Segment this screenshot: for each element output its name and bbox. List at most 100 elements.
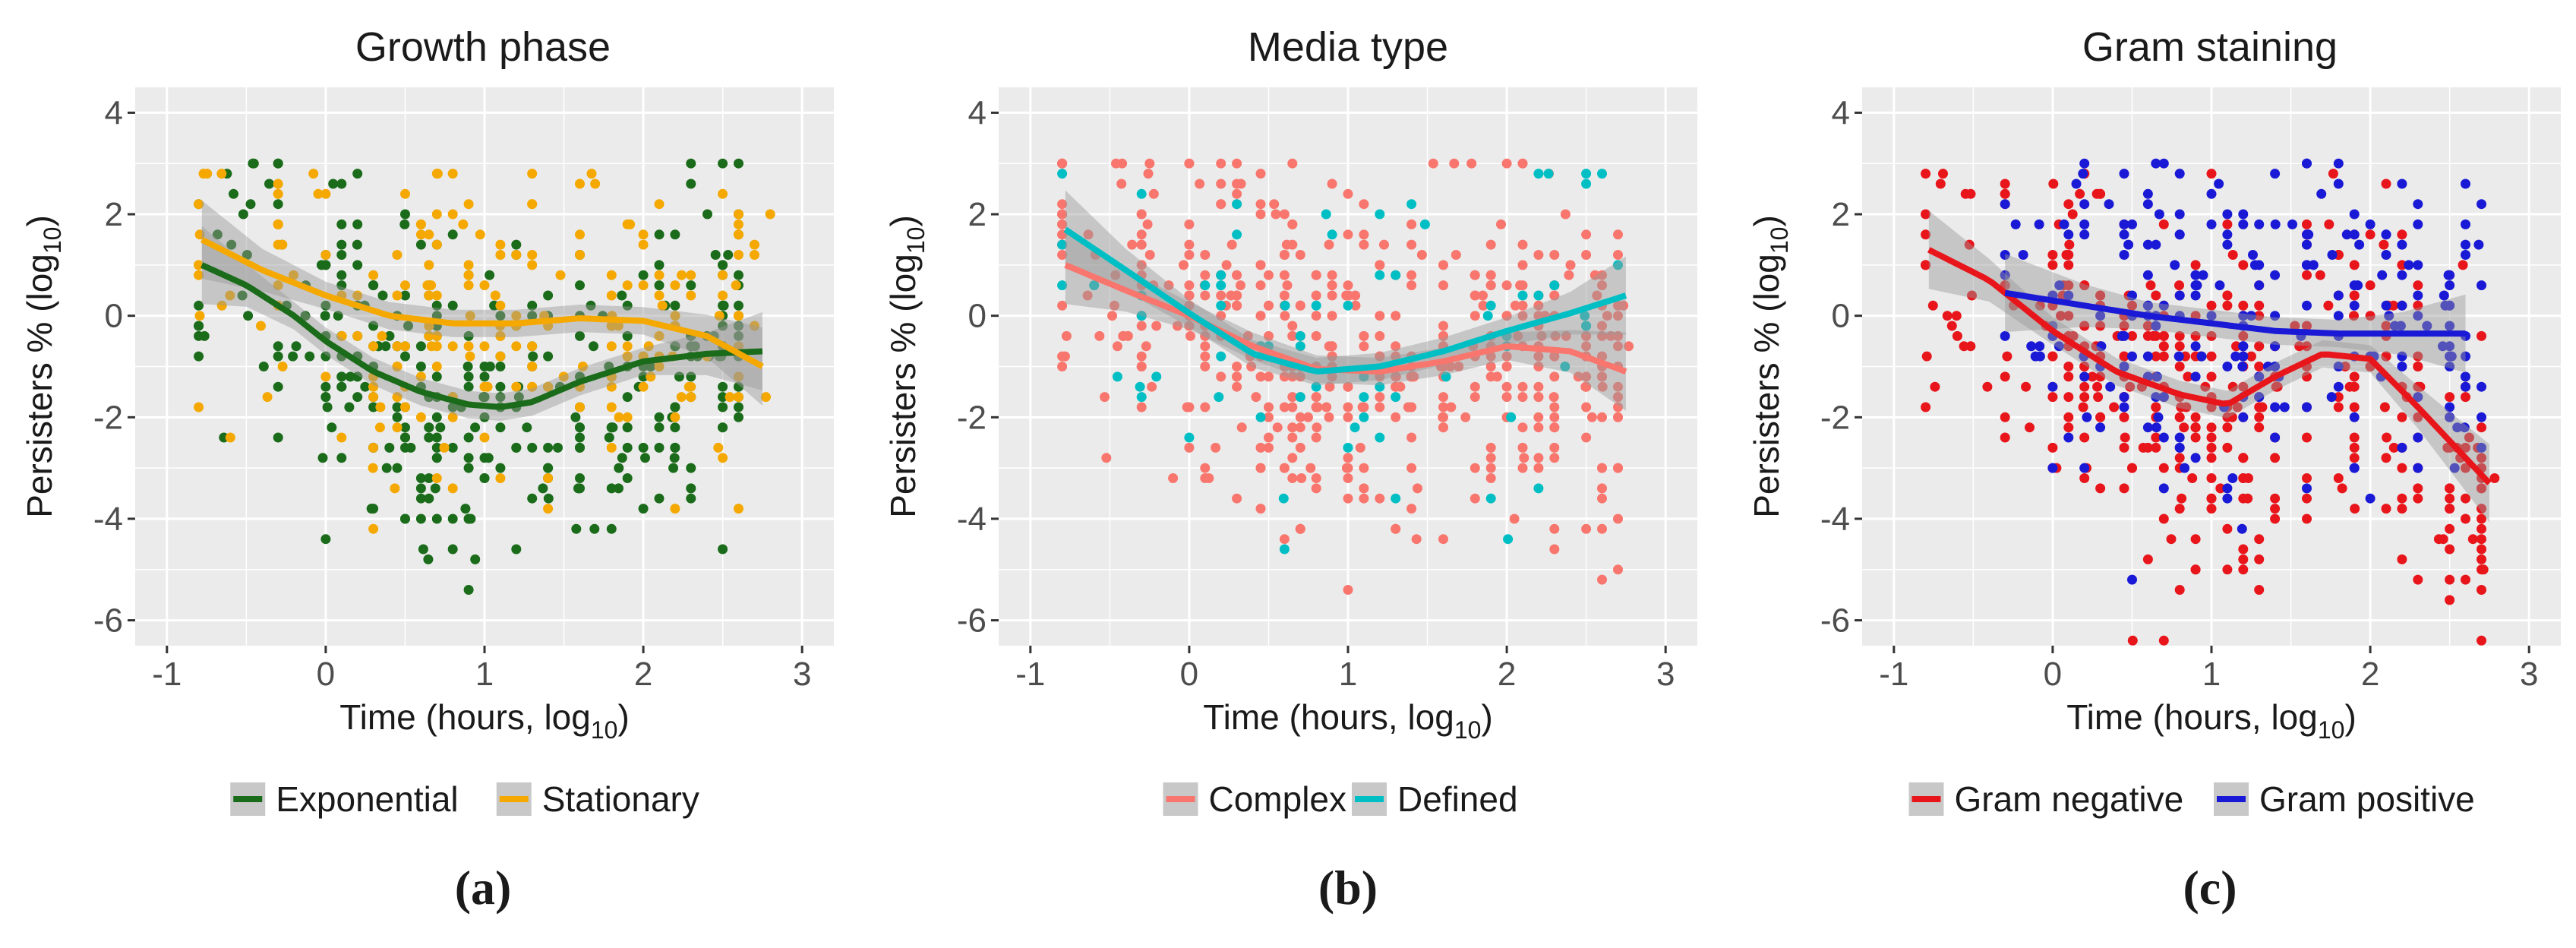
legend-item[interactable]: Complex [1163,779,1347,819]
scatter-point [320,300,331,311]
scatter-point [527,300,538,311]
scatter-point [734,158,743,169]
scatter-point [2349,311,2359,321]
legend-item[interactable]: Gram positive [2214,779,2475,819]
scatter-point [1287,392,1298,403]
scatter-point [2315,270,2325,280]
scatter-point [2158,635,2169,646]
scatter-point [622,392,633,403]
scatter-point [1295,250,1305,260]
scatter-point [470,554,481,564]
scatter-point [1533,290,1544,301]
scatter-point [2333,392,2344,403]
scatter-point [463,453,474,463]
y-axis-label: Persisters % (log10) [883,215,930,518]
scatter-point [2477,483,2486,494]
scatter-point [1478,300,1488,311]
scatter-point [495,362,506,371]
scatter-point [734,270,743,280]
scatter-point [761,392,771,403]
scatter-point [2477,412,2486,422]
scatter-point [1445,362,1456,371]
scatter-point [1343,402,1353,412]
scatter-point [1184,321,1195,331]
scatter-point [2238,209,2249,220]
scatter-point [2063,362,2074,371]
scatter-point [1581,250,1592,260]
scatter-point [2341,229,2352,240]
scatter-point [2142,321,2153,331]
scatter-point [2445,402,2455,412]
scatter-point [1255,199,1266,210]
scatter-point [1406,199,1417,210]
scatter-point [368,341,379,352]
scatter-point [2381,229,2391,240]
scatter-point [1359,330,1369,341]
scatter-point [1118,330,1129,341]
scatter-point [336,432,347,443]
scatter-point [1406,432,1417,443]
scatter-point [431,473,442,483]
data-points [1057,158,1634,595]
scatter-point [262,392,273,403]
scatter-point [1501,158,1512,169]
scatter-point [392,290,402,301]
scatter-point [670,412,680,422]
scatter-point [2477,544,2486,555]
scatter-point [2397,442,2407,453]
legend-item[interactable]: Exponential [230,779,459,819]
scatter-point [2095,412,2106,422]
scatter-point [1375,351,1385,362]
scatter-point [2397,463,2407,473]
scatter-point [1324,381,1335,392]
scatter-point [2142,330,2153,341]
scatter-point [1517,381,1528,392]
scatter-point [1200,330,1211,341]
scatter-point [1295,341,1305,352]
scatter-point [1597,330,1607,341]
scatter-point [2397,179,2407,189]
scatter-point [2270,169,2281,179]
scatter-point [2328,169,2338,179]
scatter-point [1255,260,1266,270]
scatter-point [336,371,347,382]
scatter-point [2000,412,2010,422]
scatter-point [670,280,680,291]
scatter-point [2075,188,2085,199]
scatter-point [654,422,665,433]
scatter-point [1359,493,1369,504]
scatter-point [575,250,585,260]
scatter-point [724,392,735,403]
scatter-point [1375,330,1385,341]
scatter-point [400,209,410,220]
scatter-point [1438,392,1448,403]
scatter-point [2222,442,2233,453]
y-tick-label: 2 [1832,196,1850,233]
scatter-point [654,493,665,504]
scatter-point [2302,270,2312,280]
scatter-point [2190,422,2201,433]
scatter-point [2215,280,2225,291]
scatter-point [1232,371,1242,382]
confidence-band [1065,226,1626,411]
scatter-point [2477,534,2486,545]
scatter-point [490,290,500,301]
scatter-point [1375,432,1385,443]
scatter-point [2127,330,2137,341]
scatter-point [400,280,410,291]
scatter-point [2381,179,2391,189]
scatter-point [718,158,728,169]
legend-item[interactable]: Gram negative [1908,779,2184,819]
scatter-point [2079,362,2090,371]
scatter-point [216,300,227,311]
scatter-point [316,260,327,270]
scatter-point [1287,371,1298,382]
scatter-point [617,290,627,301]
scatter-point [2142,270,2153,280]
scatter-point [1136,321,1147,331]
scatter-point [1543,169,1554,179]
scatter-point [1597,280,1607,291]
legend-item[interactable]: Defined [1352,779,1518,819]
legend-item[interactable]: Stationary [496,779,699,819]
scatter-point [1965,188,1976,199]
